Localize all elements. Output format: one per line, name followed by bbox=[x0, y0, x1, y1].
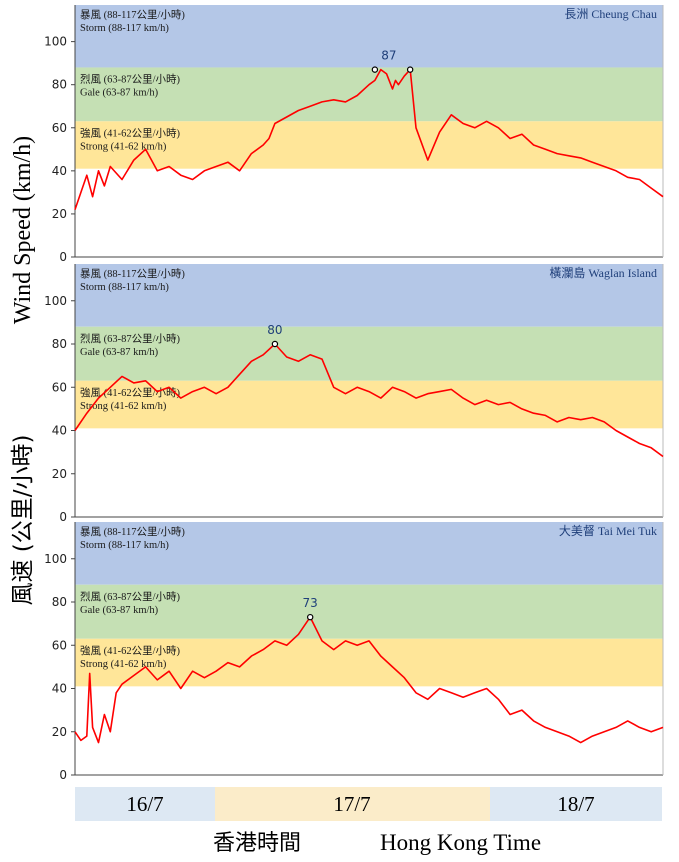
peak-marker bbox=[406, 66, 414, 73]
band-label-gale-en: Gale (63-87 km/h) bbox=[80, 347, 159, 358]
station-label: 大美督 Tai Mei Tuk bbox=[559, 523, 657, 538]
date-label-16-7: 16/7 bbox=[126, 792, 163, 816]
band-label-storm-en: Storm (88-117 km/h) bbox=[80, 23, 169, 34]
band-label-storm-zh: 暴風 (88-117公里/小時) bbox=[80, 268, 185, 280]
peak-marker bbox=[307, 613, 314, 621]
y-tick-label: 60 bbox=[52, 121, 67, 135]
y-tick-label: 0 bbox=[59, 768, 67, 782]
band-label-gale-en: Gale (63-87 km/h) bbox=[80, 605, 159, 616]
date-strip: 16/7 17/7 18/7 bbox=[75, 787, 662, 821]
wind-speed-line bbox=[74, 616, 664, 744]
y-tick-label: 100 bbox=[44, 552, 67, 566]
band-strong bbox=[75, 638, 663, 687]
y-tick-label: 20 bbox=[52, 725, 67, 739]
y-tick-label: 20 bbox=[52, 207, 67, 221]
y-tick-label: 60 bbox=[52, 380, 67, 394]
y-axis-title-zh: 風速 (公里/小時) bbox=[10, 434, 36, 605]
band-label-gale-zh: 烈風 (63-87公里/小時) bbox=[80, 333, 181, 345]
band-label-strong-en: Strong (41-62 km/h) bbox=[80, 141, 167, 152]
band-label-storm-en: Storm (88-117 km/h) bbox=[80, 540, 169, 551]
y-tick-label: 80 bbox=[52, 78, 67, 92]
date-segment-18-7 bbox=[490, 787, 662, 821]
y-tick-label: 80 bbox=[52, 337, 67, 351]
band-gale bbox=[75, 67, 663, 122]
band-storm bbox=[75, 5, 663, 68]
y-tick-label: 40 bbox=[52, 164, 67, 178]
y-tick-label: 60 bbox=[52, 638, 67, 652]
wind-speed-line bbox=[74, 68, 664, 210]
y-tick-label: 0 bbox=[59, 250, 67, 264]
band-label-strong-zh: 強風 (41-62公里/小時) bbox=[80, 126, 181, 139]
band-strong bbox=[75, 121, 663, 169]
band-gale bbox=[75, 326, 663, 381]
station-label: 長洲 Cheung Chau bbox=[564, 7, 657, 21]
chart-panel-2: 0 20 40 60 80 100 暴風 (88-117公里/小時) Storm (88-11… bbox=[44, 264, 664, 524]
date-label-18-7: 18/7 bbox=[557, 792, 594, 816]
band-label-strong-en: Strong (41-62 km/h) bbox=[80, 659, 167, 670]
band-label-gale-zh: 烈風 (63-87公里/小時) bbox=[80, 591, 181, 603]
peak-value-label: 87 bbox=[381, 49, 396, 63]
date-segment-16-7 bbox=[75, 787, 215, 821]
band-label-storm-en: Storm (88-117 km/h) bbox=[80, 282, 169, 293]
chart-panel-3: 0 20 40 60 80 100 暴風 (88-117公里/小時) Storm (88-11… bbox=[44, 522, 664, 782]
y-tick-label: 80 bbox=[52, 595, 67, 609]
peak-marker bbox=[371, 66, 379, 73]
band-gale bbox=[75, 584, 663, 639]
band-storm bbox=[75, 264, 663, 327]
band-label-strong-en: Strong (41-62 km/h) bbox=[80, 401, 167, 412]
band-label-gale-zh: 烈風 (63-87公里/小時) bbox=[80, 74, 181, 86]
x-axis-title-zh: 香港時間 bbox=[213, 831, 301, 856]
y-tick-label: 100 bbox=[44, 35, 67, 49]
date-segment-17-7 bbox=[215, 787, 490, 821]
band-label-strong-zh: 強風 (41-62公里/小時) bbox=[80, 644, 181, 657]
y-tick-label: 20 bbox=[52, 467, 67, 481]
band-label-storm-zh: 暴風 (88-117公里/小時) bbox=[80, 9, 185, 21]
band-strong bbox=[75, 380, 663, 429]
peak-marker bbox=[271, 340, 279, 348]
y-tick-label: 40 bbox=[52, 424, 67, 438]
y-axis-title-en: Wind Speed (km/h) bbox=[10, 136, 36, 324]
wind-speed-line bbox=[74, 343, 664, 458]
y-tick-label: 100 bbox=[44, 294, 67, 308]
band-label-storm-zh: 暴風 (88-117公里/小時) bbox=[80, 526, 185, 538]
band-storm bbox=[75, 522, 663, 585]
station-label: 橫瀾島 Waglan Island bbox=[549, 265, 657, 280]
peak-value-label: 73 bbox=[303, 596, 318, 610]
y-tick-label: 40 bbox=[52, 682, 67, 696]
y-tick-label: 0 bbox=[59, 510, 67, 524]
peak-value-label: 80 bbox=[267, 323, 282, 337]
chart-panel-1: 0 20 40 60 80 100 暴風 (88-117公里/小時) Storm (88-11… bbox=[44, 5, 664, 264]
x-axis-title-en: Hong Kong Time bbox=[380, 830, 541, 855]
date-label-17-7: 17/7 bbox=[333, 792, 370, 816]
band-label-gale-en: Gale (63-87 km/h) bbox=[80, 88, 159, 99]
